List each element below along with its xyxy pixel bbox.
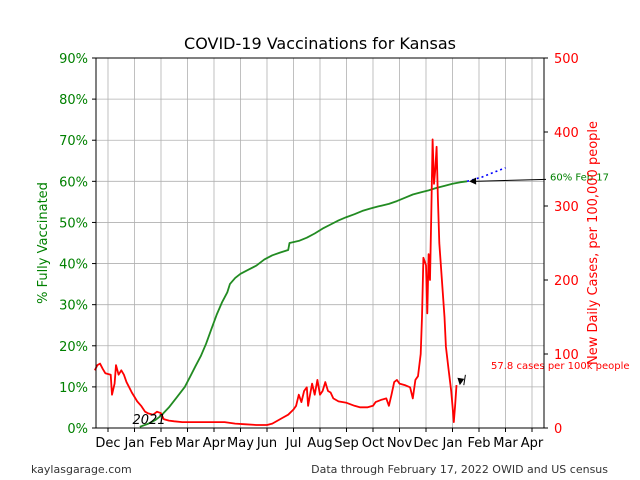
left-tick-label: 60% xyxy=(59,175,88,190)
left-tick-label: 0% xyxy=(67,422,88,437)
vaccination-line xyxy=(139,180,468,428)
grid xyxy=(96,58,544,428)
left-tick-label: 30% xyxy=(59,299,88,314)
x-tick-label: Feb xyxy=(467,436,490,451)
left-tick-label: 20% xyxy=(59,340,88,355)
x-tick-label: Mar xyxy=(175,436,200,451)
footer-data-note: Data through February 17, 2022 OWID and … xyxy=(311,463,608,476)
annotation-label: 57.8 cases per 100k people xyxy=(491,361,630,372)
footer-source-site: kaylasgarage.com xyxy=(31,463,132,476)
annotation-arrow-line xyxy=(473,178,547,182)
left-axis-label: % Fully Vaccinated xyxy=(36,182,51,304)
left-tick-label: 90% xyxy=(59,52,88,67)
series-layer xyxy=(93,138,506,428)
x-tick-label: Jul xyxy=(285,436,302,451)
left-tick-label: 80% xyxy=(59,93,88,108)
x-tick-label: May xyxy=(227,436,254,451)
axes: Dec Jan Feb Mar Apr May Jun Jul Aug Sep Oct Nov Dec J… xyxy=(36,52,601,451)
right-tick-label: 400 xyxy=(554,126,579,141)
left-tick-label: 50% xyxy=(59,216,88,231)
left-tick-label: 40% xyxy=(59,258,88,273)
right-tick-label: 500 xyxy=(554,52,579,67)
x-tick-label: Dec xyxy=(413,436,438,451)
x-tick-label: Aug xyxy=(307,436,332,451)
x-tick-label: Apr xyxy=(203,436,226,451)
left-tick-label: 70% xyxy=(59,134,88,149)
annotations: 60% Feb 17 57.8 cases per 100k people xyxy=(457,172,630,386)
x-tick-label: Mar xyxy=(493,436,518,451)
right-tick-label: 0 xyxy=(554,422,562,437)
x-tick-label: Sep xyxy=(334,436,359,451)
x-tick-label: Jan xyxy=(123,436,144,451)
chart-title: COVID-19 Vaccinations for Kansas xyxy=(184,34,456,53)
vaccination-projection-line xyxy=(466,167,506,183)
x-tick-label: Nov xyxy=(387,436,413,451)
right-tick-label: 100 xyxy=(554,348,579,363)
left-tick-label: 10% xyxy=(59,381,88,396)
annotation-arrow-head xyxy=(469,177,477,185)
year-annotation: 2021 xyxy=(133,413,166,428)
cases-line xyxy=(93,138,458,426)
x-tick-label: Apr xyxy=(521,436,544,451)
right-tick-label: 300 xyxy=(554,200,579,215)
x-tick-label: Oct xyxy=(362,436,384,451)
x-tick-label: Feb xyxy=(149,436,172,451)
annotation-arrow-head xyxy=(457,377,465,386)
right-axis-label: New Daily Cases, per 100,000 people xyxy=(586,121,601,365)
x-tick-label: Jan xyxy=(441,436,462,451)
x-tick-label: Jun xyxy=(256,436,277,451)
x-tick-label: Dec xyxy=(95,436,120,451)
annotation-arrow-line xyxy=(463,374,466,386)
annotation-label: 60% Feb 17 xyxy=(550,172,609,183)
right-tick-label: 200 xyxy=(554,274,579,289)
